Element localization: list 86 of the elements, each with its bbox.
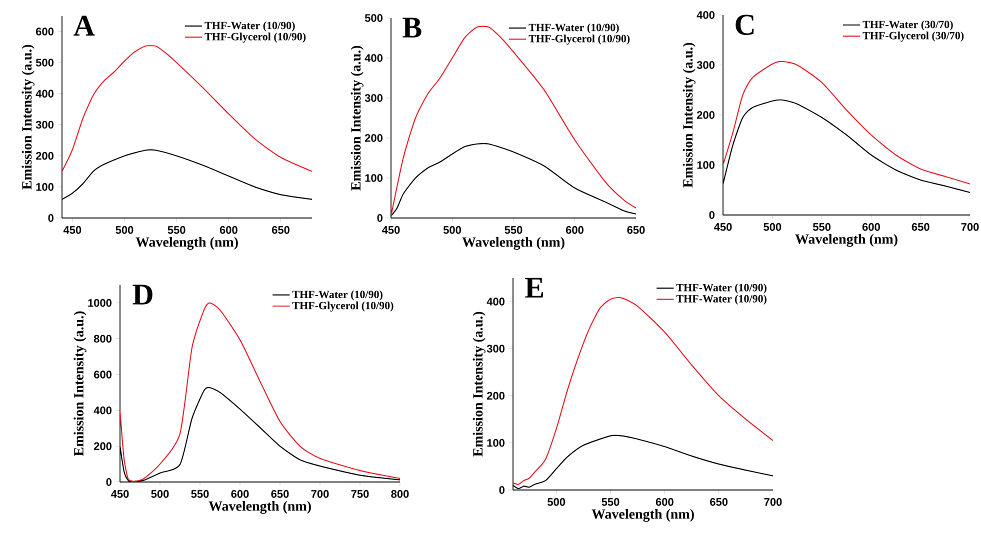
y-tick-label: 0 [106, 478, 112, 486]
chart-title: A [74, 16, 95, 36]
x-tick-label: 650 [912, 223, 930, 231]
y-tick-label: 200 [696, 111, 714, 119]
y-tick-label: 400 [486, 298, 504, 306]
x-tick-label: 450 [63, 226, 82, 234]
x-tick-label: 450 [111, 490, 129, 498]
chart-title: D [132, 284, 152, 304]
x-tick-label: 500 [548, 498, 566, 506]
x-tick-label: 700 [764, 498, 782, 506]
x-tick-label: 550 [602, 498, 620, 506]
legend-label: THF-Water (10/90) [204, 21, 295, 32]
x-tick-label: 750 [351, 490, 369, 498]
line-series [62, 45, 312, 172]
x-tick-label: 650 [272, 226, 290, 234]
y-tick-label: 100 [697, 161, 714, 169]
y-tick-label: 500 [36, 58, 54, 67]
y-tick-label: 200 [486, 392, 504, 400]
legend-label: THF-Water (10/90) [528, 23, 619, 34]
x-axis-title: Wavelength (nm) [136, 236, 238, 250]
y-tick-label: 300 [696, 61, 714, 69]
legend-label: THF-Glycerol (30/70) [862, 32, 964, 42]
y-tick-label: 300 [36, 120, 54, 129]
y-tick-label: 100 [365, 174, 382, 182]
legend-label: THF-Glycerol (10/90) [528, 34, 630, 45]
x-tick-label: 500 [443, 226, 461, 234]
y-tick-label: 1000 [88, 299, 112, 307]
x-tick-label: 600 [231, 490, 249, 498]
y-tick-label: 400 [364, 54, 382, 62]
x-axis-title: Wavelength (nm) [795, 234, 898, 247]
legend-label: THF-Water (10/90) [676, 284, 766, 294]
y-tick-label: 600 [94, 370, 112, 378]
y-tick-label: 400 [94, 406, 112, 414]
y-tick-label: 0 [499, 486, 504, 494]
x-tick-label: 600 [656, 498, 674, 506]
y-tick-label: 0 [48, 214, 54, 222]
y-tick-label: 0 [377, 214, 382, 222]
chart-title: B [402, 18, 422, 38]
y-axis-title: Emission Intensity (a.u.) [682, 42, 696, 188]
x-tick-label: 650 [627, 226, 645, 234]
chart-title: E [525, 278, 544, 298]
x-tick-label: 550 [168, 226, 186, 234]
x-tick-label: 500 [151, 490, 169, 498]
y-tick-label: 100 [487, 439, 504, 447]
x-tick-label: 800 [391, 490, 409, 498]
x-tick-label: 600 [566, 226, 584, 234]
y-tick-label: 200 [36, 152, 54, 160]
x-tick-label: 550 [812, 223, 831, 231]
y-tick-label: 800 [94, 334, 112, 343]
x-tick-label: 550 [504, 226, 522, 234]
legend-label: THF-Glycerol (10/90) [292, 302, 394, 312]
x-tick-label: 450 [714, 223, 732, 231]
y-tick-label: 200 [94, 442, 112, 450]
x-tick-label: 650 [271, 490, 289, 498]
y-axis-title: Emission Intensity (a.u.) [350, 46, 364, 190]
x-tick-label: 450 [382, 226, 400, 234]
y-tick-label: 200 [364, 134, 382, 142]
y-tick-label: 500 [364, 14, 382, 22]
y-tick-label: 0 [709, 211, 715, 219]
y-axis-title: Emission Intensity (a.u.) [472, 312, 486, 456]
x-tick-label: 700 [311, 490, 329, 498]
y-tick-label: 600 [36, 28, 54, 36]
legend-label: THF-Water (30/70) [862, 20, 953, 30]
y-tick-label: 400 [696, 11, 714, 19]
line-series [723, 60, 970, 185]
x-tick-label: 500 [764, 223, 782, 231]
line-series [513, 296, 774, 485]
legend-label: THF-Water (10/90) [676, 294, 766, 305]
legend-label: THF-Glycerol (10/90) [204, 32, 306, 43]
chart-title: C [736, 14, 754, 35]
y-axis-title: Emission Intensity (a.u.) [22, 44, 34, 190]
y-tick-label: 100 [36, 183, 54, 191]
x-tick-label: 700 [961, 223, 979, 231]
y-tick-label: 400 [36, 90, 54, 98]
y-axis-title: Emission Intensity (a.u.) [74, 311, 86, 456]
x-axis-title: Wavelength (nm) [462, 236, 564, 250]
x-tick-label: 600 [220, 226, 238, 234]
x-tick-label: 600 [862, 223, 880, 231]
y-tick-label: 300 [364, 94, 382, 102]
x-axis-title: Wavelength (nm) [208, 500, 311, 514]
x-tick-label: 550 [191, 490, 209, 498]
x-tick-label: 650 [710, 498, 728, 506]
y-tick-label: 300 [486, 344, 504, 353]
x-axis-title: Wavelength (nm) [592, 508, 694, 522]
legend-label: THF-Water (10/90) [292, 290, 382, 300]
x-tick-label: 500 [116, 226, 134, 234]
